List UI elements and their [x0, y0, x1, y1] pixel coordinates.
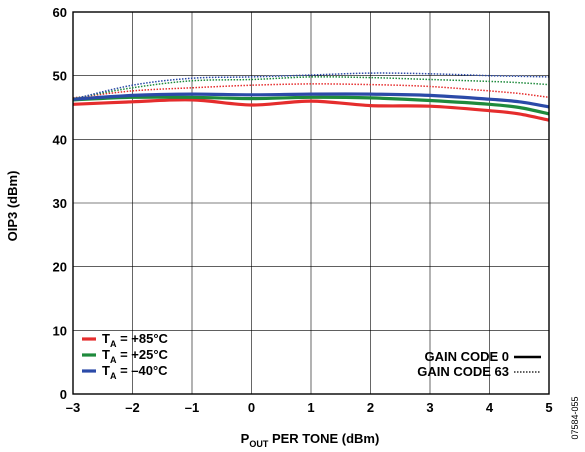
series-line — [72, 72, 550, 100]
x-axis-title: POUT PER TONE (dBm) — [241, 431, 380, 449]
legend-label: GAIN CODE 63 — [417, 364, 509, 379]
x-tick-label: –2 — [125, 400, 139, 415]
y-tick-label: 0 — [60, 387, 67, 402]
x-tick-label: –3 — [66, 400, 80, 415]
series-lines — [72, 72, 550, 122]
y-tick-label: 40 — [53, 132, 67, 147]
x-tick-label: 4 — [486, 400, 494, 415]
y-tick-label: 50 — [53, 69, 67, 84]
temperature-legend: TA = +85°CTA = +25°CTA = –40°C — [82, 331, 169, 381]
x-tick-label: 3 — [426, 400, 433, 415]
x-axis-title-rest: PER TONE (dBm) — [268, 431, 379, 446]
x-axis-title-main: P — [241, 431, 250, 446]
series-line — [72, 95, 550, 116]
series-line — [72, 98, 550, 122]
x-tick-labels: –3 –2 –1 0 1 2 3 4 5 — [66, 400, 553, 415]
x-tick-label: 5 — [545, 400, 552, 415]
legend-label: TA = +85°C — [102, 331, 169, 349]
legend-label: GAIN CODE 0 — [424, 349, 509, 364]
y-tick-label: 10 — [53, 323, 67, 338]
x-tick-label: –1 — [185, 400, 199, 415]
legend-label: TA = +25°C — [102, 347, 169, 365]
y-tick-label: 60 — [53, 5, 67, 20]
y-axis-title: OIP3 (dBm) — [5, 171, 20, 242]
series-line — [72, 83, 550, 99]
grid-lines — [73, 12, 549, 394]
series-line — [72, 92, 550, 109]
y-tick-label: 30 — [53, 196, 67, 211]
x-tick-label: 1 — [307, 400, 314, 415]
plot-frame — [72, 11, 550, 395]
x-tick-label: 0 — [248, 400, 255, 415]
figure-id: 07584-055 — [570, 396, 580, 439]
y-tick-label: 20 — [53, 260, 67, 275]
y-tick-labels: 0 10 20 30 40 50 60 — [53, 5, 67, 402]
series-line — [72, 76, 550, 100]
legend-label: TA = –40°C — [102, 363, 168, 381]
x-tick-label: 2 — [367, 400, 374, 415]
x-axis-title-sub: OUT — [249, 439, 269, 449]
